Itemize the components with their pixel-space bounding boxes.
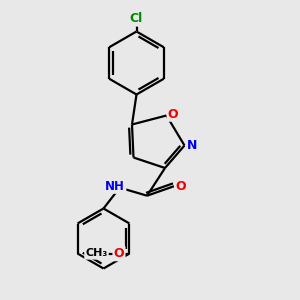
Text: O: O: [114, 247, 124, 260]
Text: O: O: [175, 180, 186, 193]
Text: NH: NH: [105, 180, 125, 193]
Text: CH₃: CH₃: [85, 248, 108, 259]
Text: N: N: [187, 139, 197, 152]
Text: Cl: Cl: [130, 12, 143, 26]
Text: O: O: [168, 107, 178, 121]
